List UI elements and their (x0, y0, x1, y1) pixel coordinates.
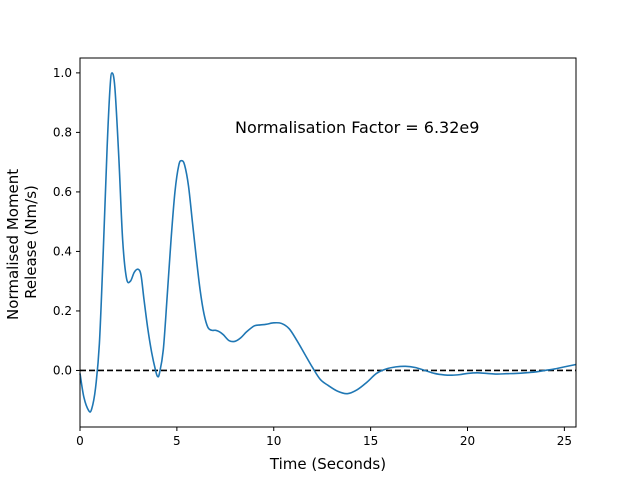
x-tick-label: 20 (460, 434, 475, 448)
plot-area (80, 58, 576, 427)
y-tick-label: 0.6 (53, 185, 72, 199)
plot-frame (79, 57, 577, 428)
y-axis-label-line-2: Release (Nm/s) (22, 185, 40, 299)
y-tick-label: 0.2 (53, 304, 72, 318)
y-tick-label: 1.0 (53, 66, 72, 80)
x-tick-label: 10 (266, 434, 281, 448)
x-axis-label: Time (Seconds) (269, 455, 386, 473)
series-layer (79, 72, 577, 413)
y-axis-ticks: 0.0 0.2 0.4 0.6 0.8 1.0 (53, 66, 80, 377)
y-tick-label: 0.8 (53, 125, 72, 139)
y-axis-label: Normalised Moment Release (Nm/s) (4, 164, 40, 320)
x-axis-ticks: 0 5 10 15 20 25 (76, 427, 572, 448)
y-axis-label-line-1: Normalised Moment (4, 169, 22, 320)
x-tick-label: 0 (76, 434, 84, 448)
x-tick-label: 15 (363, 434, 378, 448)
series-line-0 (79, 72, 577, 413)
y-tick-label: 0.0 (53, 363, 72, 377)
y-tick-label: 0.4 (53, 244, 72, 258)
x-tick-label: 25 (557, 434, 572, 448)
annotation-text: Normalisation Factor = 6.32e9 (235, 118, 479, 137)
x-tick-label: 5 (173, 434, 181, 448)
